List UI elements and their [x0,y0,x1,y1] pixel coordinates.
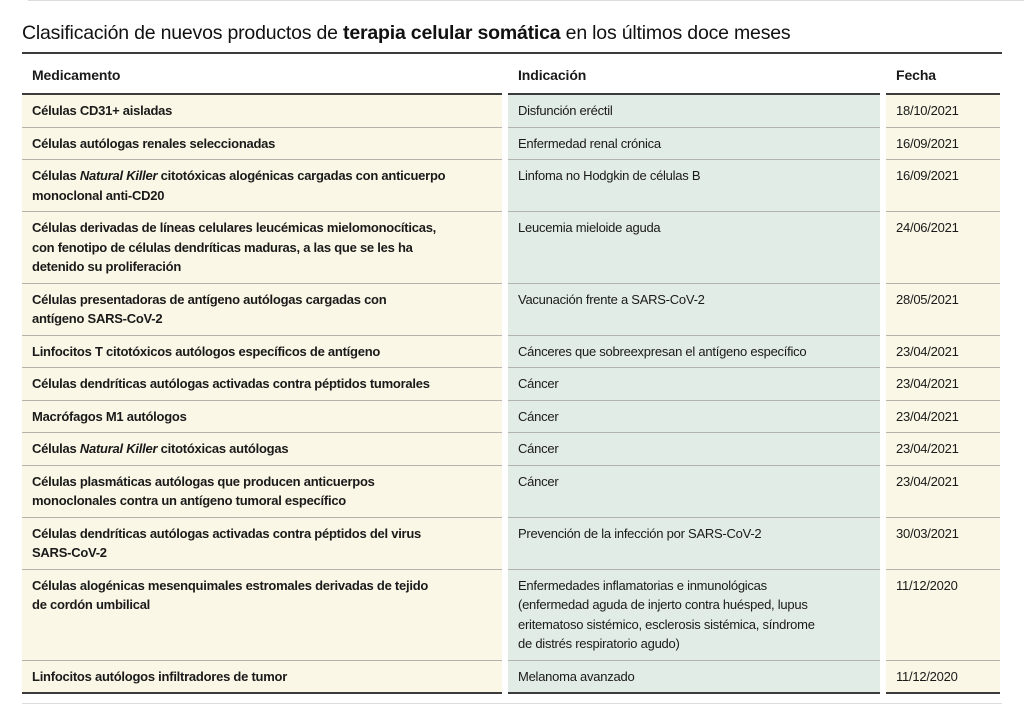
medicamento-cell: Células plasmáticas autólogas que produc… [22,464,502,517]
fecha-cell: 23/04/2021 [886,432,1000,465]
fecha-cell: 23/04/2021 [886,334,1000,367]
indicacion-cell: Disfunción eréctil [508,95,880,127]
fecha-cell: 18/10/2021 [886,95,1000,127]
figure-top-hairline [28,0,1024,1]
medicamento-cell: Células dendríticas autólogas activadas … [22,516,502,569]
indicacion-cell: Enfermedades inflamatorias e inmunológic… [508,568,880,660]
column-header-fecha: Fecha [886,54,1000,95]
column-header-indicacion: Indicación [508,54,880,95]
medicamento-cell: Células derivadas de líneas celulares le… [22,211,502,283]
medicamento-cell: Macrófagos M1 autólogos [22,399,502,432]
indicacion-cell: Cáncer [508,432,880,465]
indicacion-cell: Cáncer [508,399,880,432]
fecha-cell: 30/03/2021 [886,516,1000,569]
fecha-cell: 23/04/2021 [886,399,1000,432]
medicamento-cell: Linfocitos autólogos infiltradores de tu… [22,659,502,694]
fecha-cell: 23/04/2021 [886,367,1000,400]
fecha-cell: 16/09/2021 [886,126,1000,159]
indicacion-cell: Vacunación frente a SARS-CoV-2 [508,282,880,335]
fecha-cell: 11/12/2020 [886,568,1000,660]
figure-title-suffix: en los últimos doce meses [560,22,791,44]
fecha-cell: 23/04/2021 [886,464,1000,517]
indicacion-cell: Cáncer [508,367,880,400]
figure-title: Clasificación de nuevos productos de ter… [22,20,1002,54]
medicamento-cell: Células dendríticas autólogas activadas … [22,367,502,400]
indicacion-cell: Leucemia mieloide aguda [508,211,880,283]
fecha-cell: 16/09/2021 [886,159,1000,211]
indicacion-cell: Enfermedad renal crónica [508,126,880,159]
medicamento-cell: Células autólogas renales seleccionadas [22,126,502,159]
fecha-cell: 24/06/2021 [886,211,1000,283]
indicacion-cell: Cáncer [508,464,880,517]
figure-title-highlight: terapia celular somática [343,22,561,44]
column-header-medicamento: Medicamento [22,54,502,95]
medicamento-cell: Células Natural Killer citotóxicas autól… [22,432,502,465]
cell-therapy-products-figure: Clasificación de nuevos productos de ter… [22,0,1002,694]
fecha-cell: 28/05/2021 [886,282,1000,335]
medicamento-cell: Linfocitos T citotóxicos autólogos espec… [22,334,502,367]
figure-title-prefix: Clasificación de nuevos productos de [22,22,344,44]
indicacion-cell: Melanoma avanzado [508,659,880,694]
indicacion-cell: Cánceres que sobreexpresan el antígeno e… [508,334,880,367]
fecha-cell: 11/12/2020 [886,659,1000,694]
medicamento-cell: Células presentadoras de antígeno autólo… [22,282,502,335]
indicacion-cell: Linfoma no Hodgkin de células B [508,159,880,211]
indicacion-cell: Prevención de la infección por SARS-CoV-… [508,516,880,569]
medicamento-cell: Células alogénicas mesenquimales estroma… [22,568,502,660]
figure-bottom-hairline [22,703,1002,704]
medicamento-cell: Células CD31+ aisladas [22,95,502,127]
medicamento-cell: Células Natural Killer citotóxicas alogé… [22,159,502,211]
products-table: Medicamento Indicación Fecha Células CD3… [22,54,1002,694]
